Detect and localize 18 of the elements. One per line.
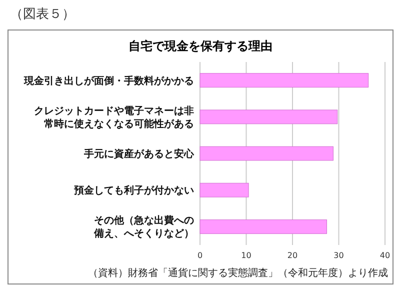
x-tick-label: 30: [334, 251, 344, 260]
x-tick-label: 0: [197, 251, 203, 260]
y-tick-label: クレジットカードや電子マネーは非常時に使えなくなる可能性がある: [34, 104, 194, 130]
bar: [200, 182, 249, 198]
bar: [200, 146, 334, 161]
text: （資料）財務省「通貨に関する実態調査」（令和元年度）より作成: [88, 267, 388, 279]
chart-title: 自宅で現金を保有する理由: [128, 39, 272, 53]
bar: [200, 73, 369, 88]
y-tick-label: 現金引き出しが面倒・手数料がかかる: [23, 74, 194, 87]
x-tick-label: 10: [241, 251, 252, 260]
y-tick-label: 預金しても利子が付かない: [73, 184, 194, 197]
text: （図表５）: [10, 7, 75, 22]
x-tick-label: 20: [287, 251, 298, 260]
bar: [200, 110, 338, 124]
bar: [200, 219, 327, 234]
y-tick-label: その他（急な出費への備え、へそくりなど）: [93, 214, 194, 240]
x-tick-label: 40: [380, 251, 390, 260]
y-tick-label: 手元に資産があると安心: [83, 148, 195, 160]
